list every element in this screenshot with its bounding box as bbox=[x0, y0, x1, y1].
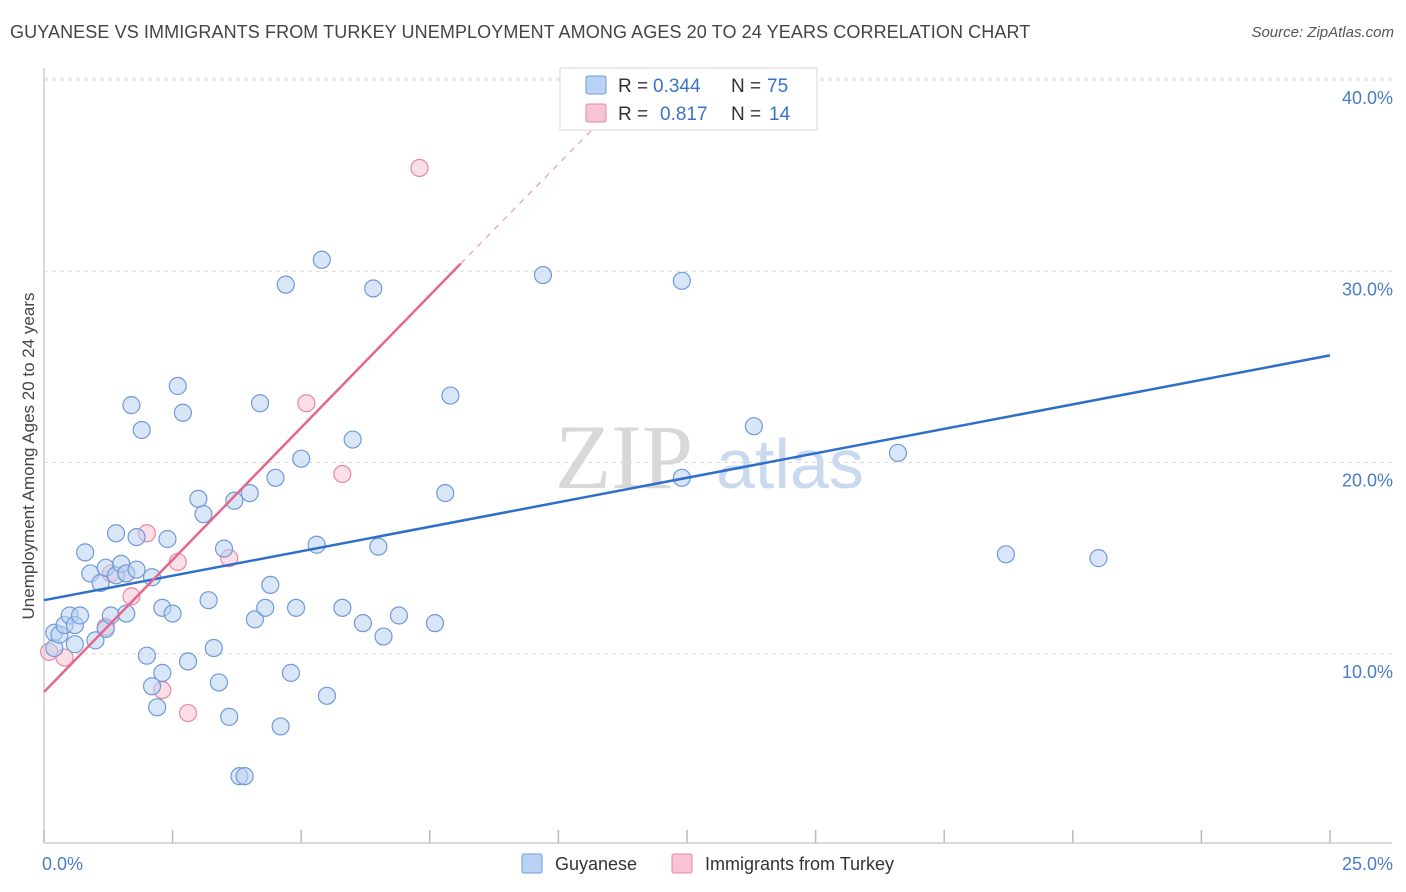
y-tick-label-30: 30.0% bbox=[1342, 279, 1393, 299]
legend-swatch-guyanese bbox=[585, 75, 607, 95]
guyanese-point-31 bbox=[163, 604, 182, 623]
guyanese-point-47 bbox=[250, 394, 270, 413]
y-tick-label-40: 40.0% bbox=[1342, 88, 1393, 108]
guyanese-point-44 bbox=[235, 767, 254, 786]
guyanese-point-19 bbox=[117, 604, 136, 623]
turkey-point-9 bbox=[178, 703, 198, 723]
legend-r-value-turkey: 0.817 bbox=[660, 104, 708, 125]
guyanese-point-52 bbox=[276, 275, 295, 294]
guyanese-series-points bbox=[45, 250, 1108, 786]
guyanese-point-74 bbox=[996, 545, 1016, 564]
guyanese-point-65 bbox=[389, 606, 409, 625]
guyanese-point-34 bbox=[178, 652, 198, 671]
bottom-legend-label-turkey: Immigrants from Turkey bbox=[705, 854, 894, 874]
correlation-legend: R = 0.344 N = 75 R = 0.817 N = 14 bbox=[559, 67, 818, 131]
guyanese-point-40 bbox=[214, 539, 234, 558]
guyanese-point-42 bbox=[225, 491, 244, 510]
guyanese-point-45 bbox=[240, 484, 259, 503]
guyanese-point-49 bbox=[261, 575, 280, 595]
chart-title: GUYANESE VS IMMIGRANTS FROM TURKEY UNEMP… bbox=[10, 22, 1031, 42]
guyanese-point-39 bbox=[209, 673, 228, 692]
guyanese-point-46 bbox=[245, 610, 265, 629]
guyanese-point-41 bbox=[220, 707, 239, 726]
guyanese-point-58 bbox=[317, 686, 337, 705]
turkey-point-12 bbox=[333, 464, 352, 484]
guyanese-point-37 bbox=[199, 591, 218, 610]
guyanese-point-50 bbox=[266, 468, 285, 487]
guyanese-point-22 bbox=[127, 527, 146, 547]
guyanese-point-75 bbox=[1089, 549, 1108, 568]
x-tick-label-min: 0.0% bbox=[42, 854, 83, 874]
guyanese-point-30 bbox=[158, 529, 177, 549]
guyanese-point-51 bbox=[271, 717, 290, 736]
y-tick-label-10: 10.0% bbox=[1342, 662, 1393, 682]
legend-n-value-turkey: 14 bbox=[769, 104, 791, 125]
guyanese-point-55 bbox=[292, 449, 311, 468]
turkey-point-11 bbox=[297, 394, 316, 413]
guyanese-point-28 bbox=[153, 663, 172, 682]
guyanese-point-64 bbox=[374, 627, 393, 646]
turkey-point-13 bbox=[410, 158, 429, 178]
series-legend: Guyanese Immigrants from Turkey bbox=[521, 853, 894, 874]
guyanese-point-25 bbox=[142, 677, 162, 696]
turkey-trend-extension bbox=[460, 121, 601, 265]
guyanese-point-54 bbox=[286, 598, 306, 617]
guyanese-point-66 bbox=[425, 614, 445, 633]
y-axis-title: Unemployment Among Ages 20 to 24 years bbox=[19, 293, 38, 620]
watermark-atlas: atlas bbox=[716, 425, 864, 503]
bottom-legend-swatch-guyanese bbox=[521, 853, 543, 874]
guyanese-point-68 bbox=[441, 386, 460, 405]
legend-swatch-turkey bbox=[585, 103, 607, 123]
guyanese-point-6 bbox=[65, 635, 84, 654]
legend-n-label-turkey: N = bbox=[731, 104, 761, 125]
legend-n-value-guyanese: 75 bbox=[767, 76, 788, 97]
guyanese-point-8 bbox=[76, 543, 95, 562]
guyanese-point-32 bbox=[168, 376, 187, 396]
legend-r-label-turkey: R = bbox=[618, 104, 648, 125]
guyanese-point-71 bbox=[672, 271, 691, 290]
guyanese-point-21 bbox=[127, 560, 146, 579]
bottom-legend-swatch-turkey bbox=[671, 853, 693, 874]
guyanese-point-72 bbox=[744, 417, 763, 436]
guyanese-point-20 bbox=[122, 396, 141, 415]
guyanese-point-27 bbox=[148, 698, 167, 717]
guyanese-point-59 bbox=[333, 598, 352, 617]
y-tick-label-20: 20.0% bbox=[1342, 471, 1393, 491]
watermark-zip: ZIP bbox=[555, 406, 693, 508]
guyanese-point-48 bbox=[256, 598, 275, 617]
guyanese-point-69 bbox=[533, 265, 553, 285]
guyanese-point-35 bbox=[189, 489, 208, 508]
x-tick-label-max: 25.0% bbox=[1342, 854, 1393, 874]
legend-n-label-guyanese: N = bbox=[731, 76, 761, 97]
turkey-point-5 bbox=[122, 587, 141, 606]
guyanese-point-23 bbox=[132, 420, 151, 440]
guyanese-trend-line bbox=[43, 354, 1331, 602]
guyanese-point-61 bbox=[353, 614, 373, 633]
legend-r-value-guyanese: 0.344 bbox=[653, 76, 701, 97]
x-axis-ticks bbox=[43, 830, 1331, 843]
trend-lines bbox=[43, 121, 1331, 693]
guyanese-point-62 bbox=[364, 279, 383, 298]
guyanese-point-63 bbox=[369, 537, 388, 556]
guyanese-point-24 bbox=[137, 646, 156, 665]
turkey-trend-line bbox=[43, 262, 462, 693]
guyanese-point-33 bbox=[173, 403, 192, 422]
guyanese-point-60 bbox=[343, 430, 362, 449]
guyanese-point-7 bbox=[70, 606, 90, 625]
guyanese-point-73 bbox=[888, 443, 908, 463]
gridlines bbox=[44, 77, 1392, 655]
guyanese-point-57 bbox=[312, 250, 331, 269]
watermark: ZIP atlas bbox=[555, 406, 864, 508]
legend-r-label-guyanese: R = bbox=[618, 76, 648, 97]
guyanese-point-67 bbox=[436, 484, 455, 503]
source-credit: Source: ZipAtlas.com bbox=[1251, 24, 1394, 41]
bottom-legend-label-guyanese: Guyanese bbox=[555, 854, 637, 874]
guyanese-point-38 bbox=[204, 638, 223, 658]
guyanese-point-16 bbox=[106, 524, 126, 543]
axes bbox=[43, 68, 1392, 844]
guyanese-point-53 bbox=[281, 663, 301, 682]
y-tick-labels: 10.0% 20.0% 30.0% 40.0% bbox=[1342, 88, 1393, 682]
guyanese-point-36 bbox=[194, 505, 213, 524]
